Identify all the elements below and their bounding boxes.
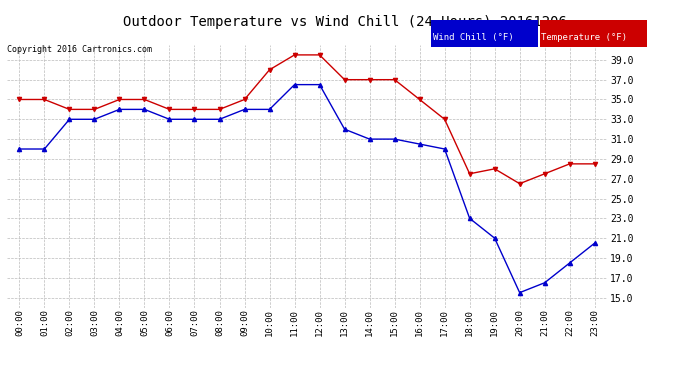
- Text: Copyright 2016 Cartronics.com: Copyright 2016 Cartronics.com: [7, 45, 152, 54]
- Text: Outdoor Temperature vs Wind Chill (24 Hours) 20161206: Outdoor Temperature vs Wind Chill (24 Ho…: [123, 15, 567, 29]
- Text: Temperature (°F): Temperature (°F): [541, 33, 627, 42]
- Text: Wind Chill (°F): Wind Chill (°F): [433, 33, 513, 42]
